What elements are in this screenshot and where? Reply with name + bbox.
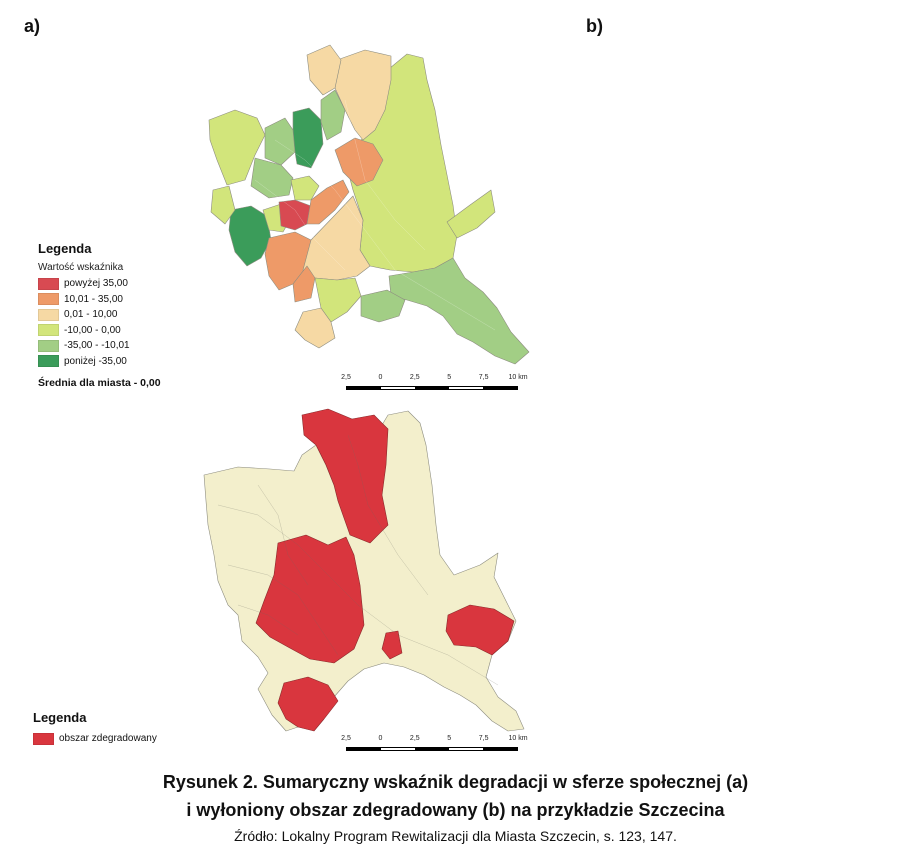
district-green-southeast [388, 257, 530, 365]
legend-a-class-swatch [38, 308, 59, 321]
district-light-green-3 [210, 185, 236, 225]
legend-a-class-row: 0,01 - 10,00 [38, 307, 228, 323]
district-green-1 [264, 117, 296, 166]
legend-a-class-label: powyżej 35,00 [64, 278, 128, 290]
legend-a-class-label: 0,01 - 10,00 [64, 309, 118, 321]
legend-a-class-label: 10,01 - 35,00 [64, 293, 123, 305]
panel-label-a: a) [24, 16, 41, 36]
scale-a-tick: 0 [378, 374, 383, 381]
caption-line-1: Rysunek 2. Sumaryczny wskaźnik degradacj… [162, 772, 749, 792]
scale-a-tick: 10 km [508, 374, 528, 381]
district-orange-band [306, 179, 350, 225]
legend-a-class-swatch [38, 355, 59, 368]
scale-b-tick: 0 [378, 735, 383, 742]
legend-a-class-row: -10,00 - 0,00 [38, 323, 228, 339]
caption-line-2: i wyłoniony obszar zdegradowany (b) na p… [186, 800, 725, 820]
legend-a-class-label: poniżej -35,00 [64, 355, 127, 367]
district-pale-south-2 [294, 307, 336, 349]
legend-b: Legenda obszar zdegradowany [33, 710, 223, 747]
legend-a-class-label: -10,00 - 0,00 [64, 324, 121, 336]
caption-source: Źródło: Lokalny Program Rewitalizacji dl… [234, 828, 677, 844]
district-northwest [306, 44, 342, 96]
scale-bar-b: 2,5 0 2,5 5 7,5 10 km [341, 735, 528, 751]
scale-bar-b-graphic [346, 747, 518, 751]
district-dark-green-2 [228, 205, 272, 267]
legend-a-title: Legenda [38, 241, 92, 256]
legend-a-class-row: -35,00 - -10,01 [38, 338, 228, 354]
map-a [208, 44, 530, 365]
scale-a-tick: 5 [447, 374, 452, 381]
district-orange-east [334, 137, 384, 187]
scale-b-tick: 2,5 [341, 735, 351, 742]
legend-b-title: Legenda [33, 710, 87, 725]
degraded-center [255, 534, 365, 664]
scale-bar-a: 2,5 0 2,5 5 7,5 10 km [341, 374, 528, 390]
legend-a-class-label: -35,00 - -10,01 [64, 340, 130, 352]
district-green-3 [250, 157, 294, 199]
degraded-south [277, 676, 339, 732]
district-dark-green-1 [292, 107, 324, 169]
legend-b-class-row: obszar zdegradowany [33, 731, 223, 747]
degraded-north [301, 408, 389, 544]
degraded-small-south [381, 630, 403, 660]
legend-a-mean: Średnia dla miasta - 0,00 [38, 377, 161, 389]
degraded-east [445, 604, 515, 656]
district-orange-southwest [292, 265, 316, 303]
legend-a-class-row: powyżej 35,00 [38, 276, 228, 292]
scale-bar-a-graphic [346, 386, 518, 390]
district-light-green-2 [290, 175, 320, 201]
legend-b-class-label: obszar zdegradowany [59, 733, 157, 745]
district-green-2 [320, 89, 346, 141]
district-west [208, 109, 266, 186]
district-east-appendage [446, 189, 496, 239]
scale-a-tick: 2,5 [409, 374, 420, 381]
figure-caption: Rysunek 2. Sumaryczny wskaźnik degradacj… [0, 768, 911, 845]
legend-a-class-row: 10,01 - 35,00 [38, 292, 228, 308]
legend-b-class-swatch [33, 732, 54, 745]
scale-b-tick: 2,5 [409, 735, 420, 742]
legend-a: Legenda Wartość wskaźnika powyżej 35,00 1… [38, 241, 228, 389]
panel-label-b: b) [586, 16, 603, 36]
district-green-south-2 [360, 289, 406, 323]
district-red [278, 199, 312, 231]
legend-a-subtitle: Wartość wskaźnika [38, 262, 124, 273]
legend-a-class-swatch [38, 339, 59, 352]
scale-b-tick: 7,5 [478, 735, 489, 742]
legend-a-class-swatch [38, 293, 59, 306]
legend-a-class-swatch [38, 324, 59, 337]
scale-a-tick: 2,5 [341, 374, 351, 381]
legend-a-class-row: poniżej -35,00 [38, 354, 228, 370]
scale-b-tick: 10 km [508, 735, 528, 742]
legend-a-class-swatch [38, 277, 59, 290]
scale-b-tick: 5 [447, 735, 452, 742]
map-b [203, 408, 525, 732]
scale-a-tick: 7,5 [478, 374, 489, 381]
